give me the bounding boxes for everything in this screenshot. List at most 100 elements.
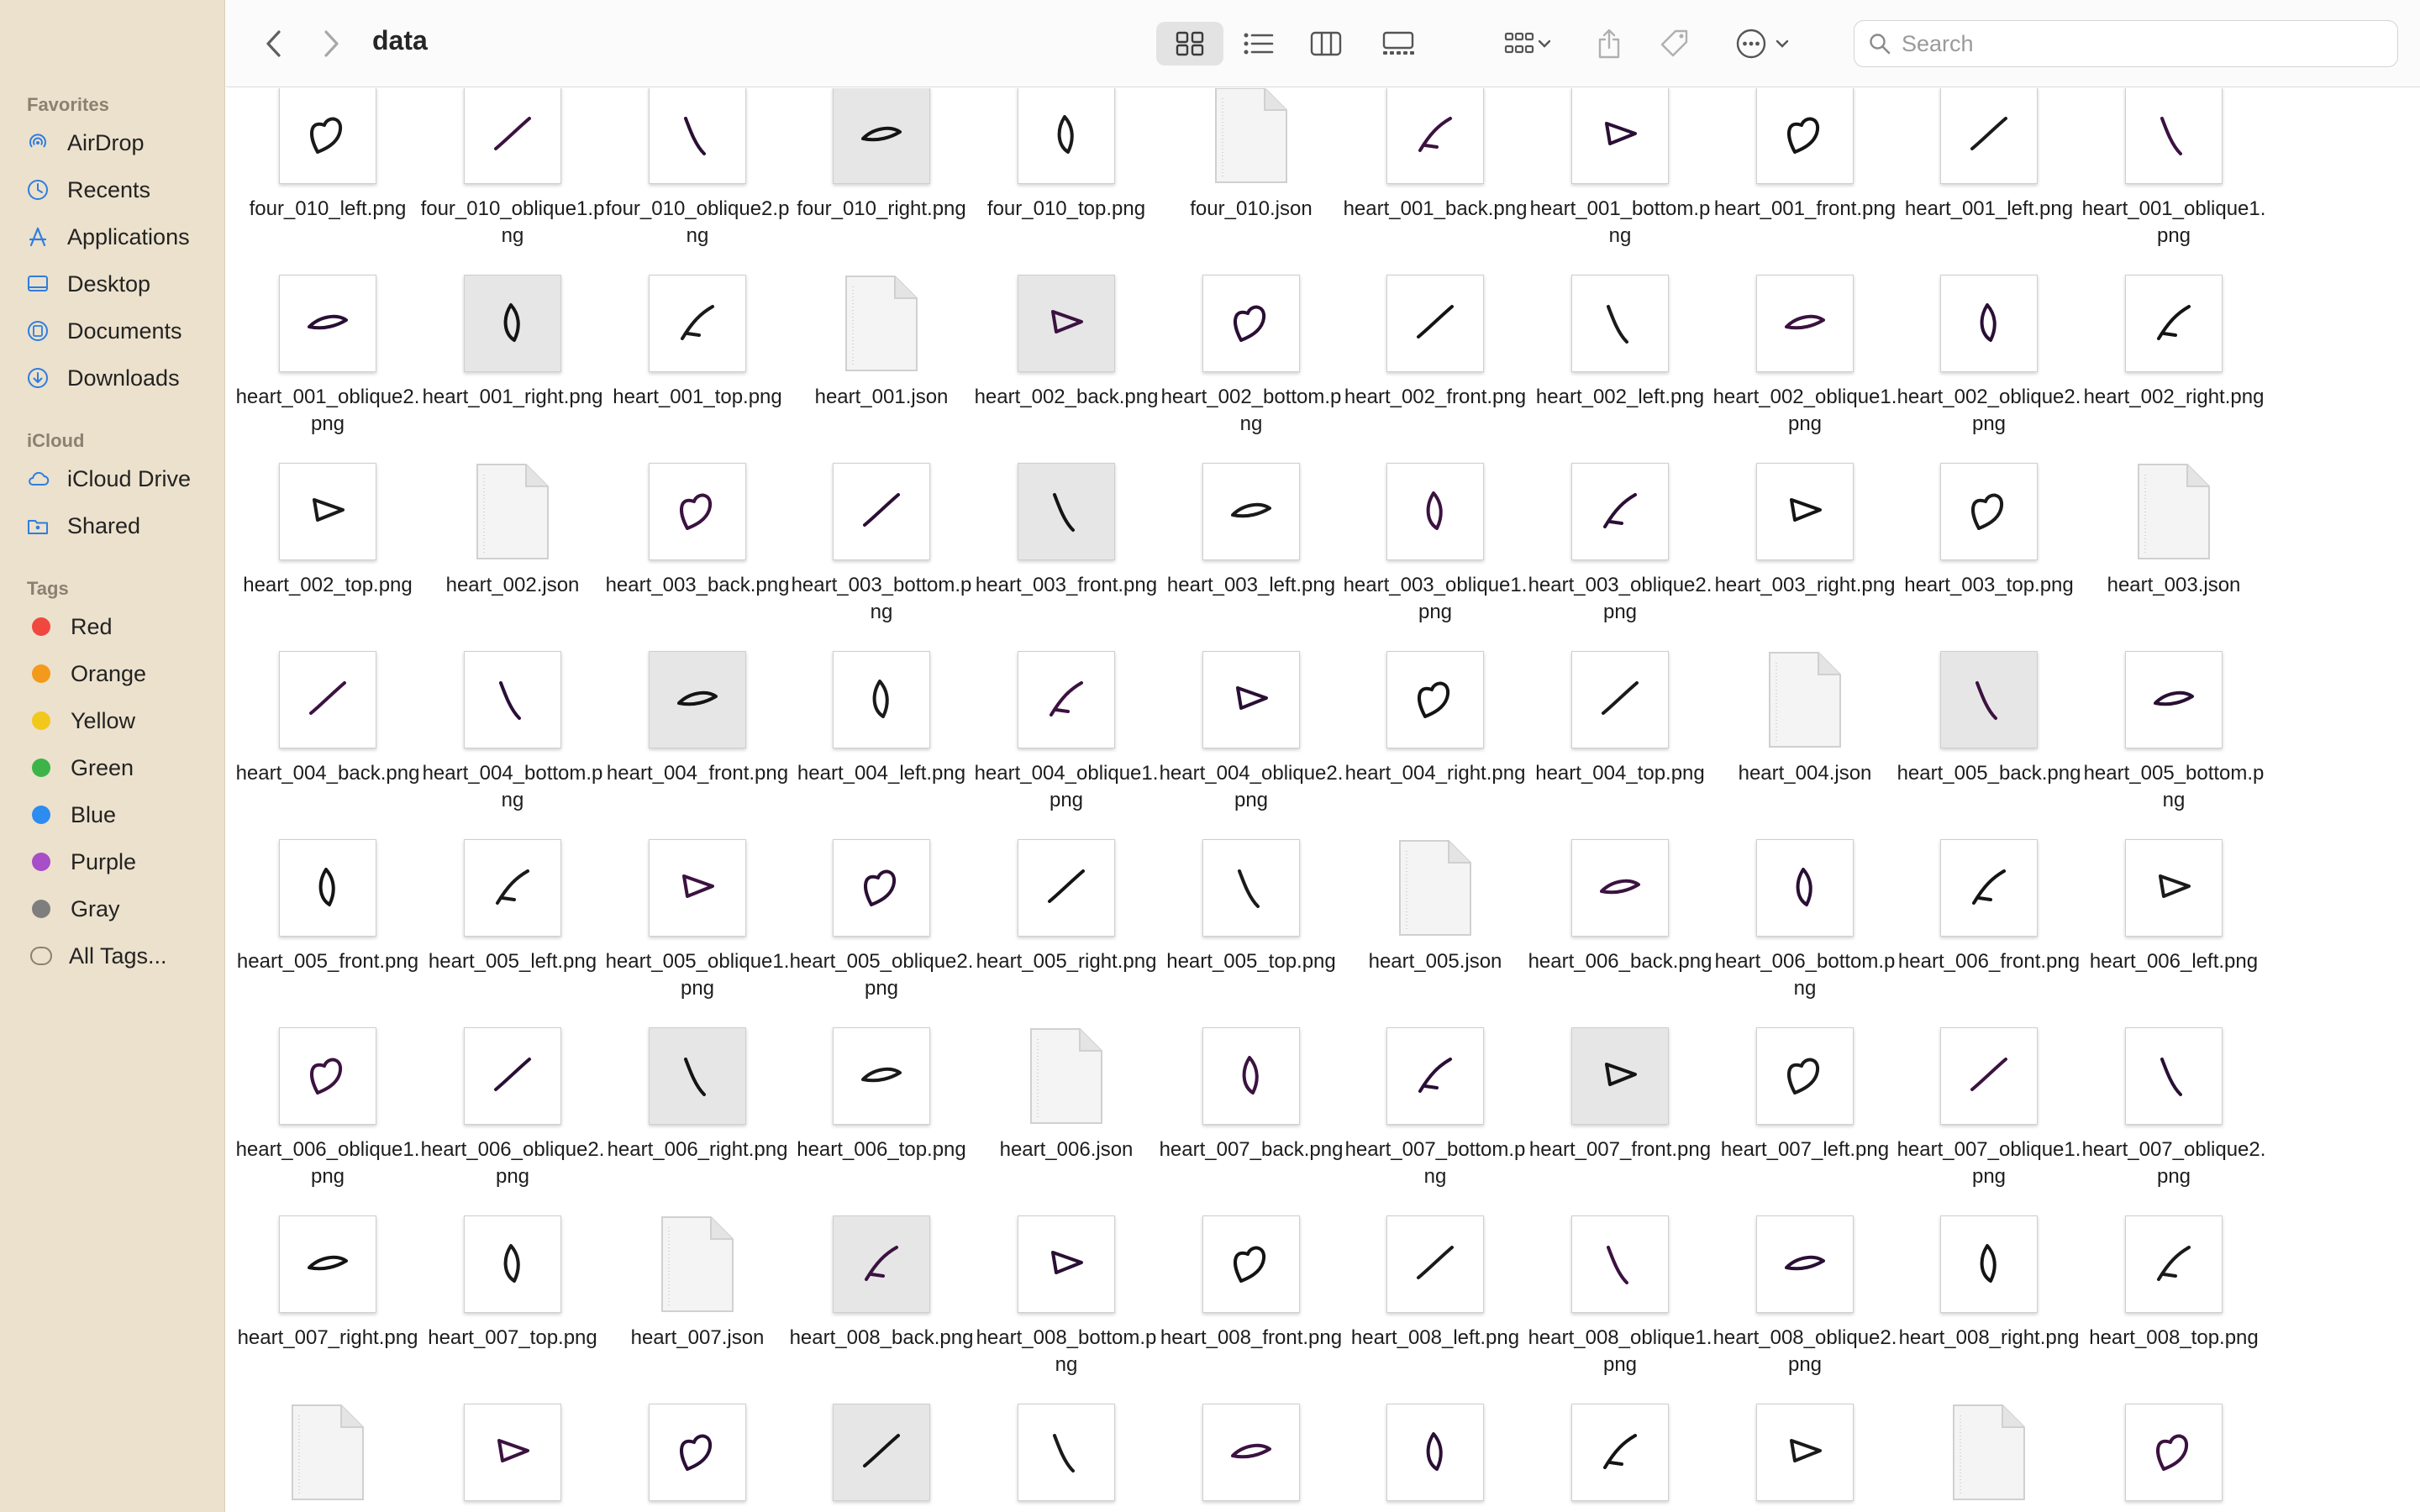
sidebar-item-applications[interactable]: Applications xyxy=(25,218,190,255)
sidebar-tag-yellow[interactable]: Yellow xyxy=(25,702,135,739)
image-thumbnail xyxy=(1571,1404,1669,1501)
document-icon xyxy=(1769,652,1841,748)
sketch-stroke xyxy=(865,1246,898,1281)
sketch-stroke xyxy=(2159,874,2191,898)
image-thumbnail xyxy=(2125,839,2223,937)
image-thumbnail xyxy=(1571,839,1669,937)
sketch-image xyxy=(1418,1058,1452,1093)
sketch-stroke xyxy=(2156,1434,2189,1471)
image-thumbnail xyxy=(1386,1027,1484,1125)
image-thumbnail xyxy=(1940,88,2038,184)
document-icon xyxy=(1399,840,1471,936)
file-name: heart_003_front.png xyxy=(975,574,1158,596)
file-name: four_010_oblique1.png xyxy=(420,197,605,247)
image-thumbnail xyxy=(1202,463,1300,560)
sketch-image xyxy=(2157,305,2191,340)
file-name: heart_004_oblique2.png xyxy=(1159,762,1344,811)
document-icon xyxy=(661,1216,734,1312)
sketch-stroke xyxy=(680,493,713,530)
image-thumbnail xyxy=(1386,1215,1484,1313)
sidebar-item-airdrop[interactable]: AirDrop xyxy=(25,124,145,161)
sidebar-tag-red[interactable]: Red xyxy=(25,608,113,645)
sidebar-tag-orange[interactable]: Orange xyxy=(25,655,146,692)
image-thumbnail xyxy=(1756,88,1854,184)
file-name: heart_003_back.png xyxy=(605,574,790,596)
image-thumbnail xyxy=(649,88,746,184)
sidebar-tag-purple[interactable]: Purple xyxy=(25,843,136,880)
sketch-image xyxy=(684,117,706,155)
sketch-image xyxy=(1048,869,1085,903)
sketch-stroke xyxy=(1785,1255,1825,1271)
image-thumbnail xyxy=(1940,463,2038,560)
sketch-image xyxy=(1050,681,1083,717)
sketch-stroke xyxy=(1970,117,2007,150)
image-thumbnail xyxy=(1940,275,2038,372)
action-menu-button[interactable] xyxy=(1729,24,1795,64)
image-thumbnail xyxy=(1386,463,1484,560)
group-by-button[interactable] xyxy=(1496,25,1560,62)
sidebar-item-label: All Tags... xyxy=(69,942,167,969)
sidebar-item-icloud-drive[interactable]: iCloud Drive xyxy=(25,460,191,497)
file-name: heart_003_bottom.png xyxy=(791,574,972,623)
sidebar-tag-blue[interactable]: Blue xyxy=(25,796,116,833)
image-thumbnail xyxy=(833,839,930,937)
image-thumbnail xyxy=(1756,1027,1854,1125)
clock-icon xyxy=(25,177,50,202)
image-thumbnail xyxy=(1202,651,1300,748)
sidebar-item-recents[interactable]: Recents xyxy=(25,171,150,208)
sidebar-tag-all[interactable]: All Tags... xyxy=(25,937,167,974)
image-thumbnail xyxy=(1756,275,1854,372)
sidebar-tag-green[interactable]: Green xyxy=(25,749,134,786)
sketch-stroke xyxy=(863,1434,900,1467)
sketch-image xyxy=(499,681,521,720)
columns-icon xyxy=(1310,31,1342,56)
file-name: heart_004.json xyxy=(1738,762,1872,785)
gallery-view-button[interactable] xyxy=(1375,25,1422,62)
sketch-image xyxy=(865,1246,898,1281)
sidebar-item-shared[interactable]: Shared xyxy=(25,507,140,544)
tag-color-dot xyxy=(32,806,50,824)
file-name: heart_002.json xyxy=(445,574,580,596)
image-thumbnail xyxy=(279,463,376,560)
share-button[interactable] xyxy=(1591,22,1627,66)
download-icon xyxy=(25,365,50,391)
file-name: heart_001_top.png xyxy=(613,386,782,408)
sketch-image xyxy=(1057,115,1074,154)
gallery-icon xyxy=(1382,31,1414,55)
sketch-stroke xyxy=(677,690,718,706)
forward-button[interactable] xyxy=(314,24,348,64)
sidebar-item-desktop[interactable]: Desktop xyxy=(25,265,150,302)
file-name: heart_001.json xyxy=(814,386,949,408)
tag-button[interactable] xyxy=(1655,24,1694,64)
sketch-image xyxy=(2156,1434,2189,1471)
list-view-button[interactable] xyxy=(1237,25,1281,62)
sketch-stroke xyxy=(310,117,343,154)
sidebar-item-documents[interactable]: Documents xyxy=(25,312,182,349)
sketch-image xyxy=(1426,491,1443,530)
sidebar-item-downloads[interactable]: Downloads xyxy=(25,360,180,396)
share-icon xyxy=(1598,29,1620,59)
all-tags-icon xyxy=(30,947,52,965)
back-button[interactable] xyxy=(257,24,291,64)
sketch-image xyxy=(1790,1439,1822,1462)
sketch-image xyxy=(1975,681,1997,720)
sketch-stroke xyxy=(1607,1246,1628,1284)
sidebar-item-label: Downloads xyxy=(67,365,180,391)
file-name: heart_005_left.png xyxy=(428,950,597,973)
desktop-icon xyxy=(25,271,50,297)
icon-view-button[interactable] xyxy=(1168,25,1212,62)
file-name: four_010_top.png xyxy=(986,197,1146,220)
file-name: heart_003_oblique2.png xyxy=(1528,574,1712,623)
image-thumbnail xyxy=(833,463,930,560)
tag-color-dot xyxy=(32,900,50,918)
sidebar-tag-gray[interactable]: Gray xyxy=(25,890,120,927)
image-thumbnail xyxy=(1018,463,1115,560)
file-name: heart_007_oblique1.png xyxy=(1897,1138,2081,1188)
sketch-stroke xyxy=(1603,493,1637,528)
image-thumbnail xyxy=(279,275,376,372)
image-thumbnail xyxy=(1571,463,1669,560)
search-field[interactable]: Search xyxy=(1854,20,2398,67)
image-thumbnail xyxy=(1940,1027,2038,1125)
column-view-button[interactable] xyxy=(1304,25,1348,62)
sketch-stroke xyxy=(1602,681,1639,715)
